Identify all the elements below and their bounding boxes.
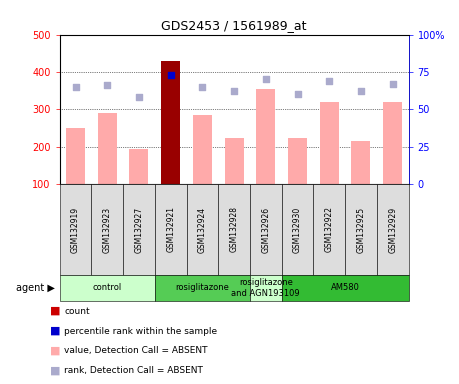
Point	[72, 84, 79, 90]
Point	[294, 91, 301, 98]
Text: percentile rank within the sample: percentile rank within the sample	[64, 326, 218, 336]
Point	[325, 78, 333, 84]
Text: ■: ■	[50, 326, 60, 336]
Bar	[161, 61, 180, 184]
Text: GSM132929: GSM132929	[388, 206, 397, 253]
Bar	[129, 149, 148, 184]
Text: GSM132922: GSM132922	[325, 207, 334, 252]
Point	[199, 84, 206, 90]
Point	[135, 94, 143, 101]
Text: AM580: AM580	[330, 283, 359, 293]
Bar	[193, 115, 212, 184]
Text: ■: ■	[50, 306, 60, 316]
Text: agent ▶: agent ▶	[16, 283, 55, 293]
Point	[262, 76, 269, 83]
Point	[104, 83, 111, 89]
Bar	[224, 137, 244, 184]
Text: GSM132923: GSM132923	[103, 206, 112, 253]
Point	[230, 88, 238, 94]
Text: GSM132926: GSM132926	[261, 206, 270, 253]
Bar	[352, 141, 370, 184]
Text: value, Detection Call = ABSENT: value, Detection Call = ABSENT	[64, 346, 208, 356]
Bar	[66, 128, 85, 184]
Bar	[383, 102, 402, 184]
Bar	[320, 102, 339, 184]
Text: GSM132921: GSM132921	[166, 207, 175, 252]
Text: ■: ■	[50, 366, 60, 376]
Text: rank, Detection Call = ABSENT: rank, Detection Call = ABSENT	[64, 366, 203, 376]
Text: GSM132924: GSM132924	[198, 206, 207, 253]
Point	[167, 72, 174, 78]
Text: GSM132927: GSM132927	[134, 206, 144, 253]
Text: GSM132930: GSM132930	[293, 206, 302, 253]
Text: rosiglitazone: rosiglitazone	[175, 283, 230, 293]
Text: count: count	[64, 306, 90, 316]
Text: GSM132928: GSM132928	[230, 207, 239, 252]
Text: rosiglitazone
and AGN193109: rosiglitazone and AGN193109	[231, 278, 300, 298]
Bar	[256, 89, 275, 184]
Text: ■: ■	[50, 346, 60, 356]
Bar	[98, 113, 117, 184]
Title: GDS2453 / 1561989_at: GDS2453 / 1561989_at	[162, 19, 307, 32]
Text: control: control	[93, 283, 122, 293]
Point	[357, 88, 364, 94]
Bar	[288, 137, 307, 184]
Point	[389, 81, 396, 87]
Text: GSM132919: GSM132919	[71, 206, 80, 253]
Text: GSM132925: GSM132925	[357, 206, 365, 253]
